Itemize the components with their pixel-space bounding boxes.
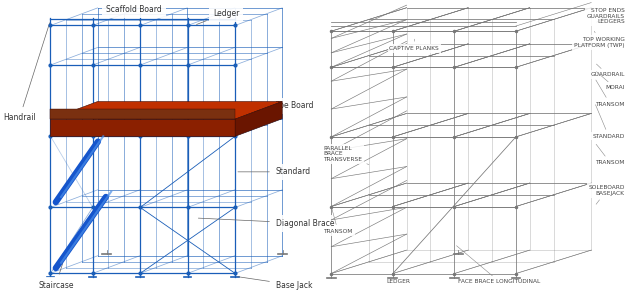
Text: SOLEBOARD
BASEJACK: SOLEBOARD BASEJACK [588, 185, 625, 204]
Text: FACE BRACE LONGITUDINAL: FACE BRACE LONGITUDINAL [457, 246, 541, 285]
Text: LEDGER: LEDGER [387, 274, 411, 285]
Polygon shape [235, 102, 282, 136]
Text: CAPTIVE PLANKS: CAPTIVE PLANKS [389, 39, 439, 51]
Text: Standard: Standard [238, 167, 311, 176]
Text: Scaffold Board: Scaffold Board [106, 5, 162, 21]
Polygon shape [50, 102, 282, 119]
Text: Staircase: Staircase [38, 263, 73, 289]
Polygon shape [50, 119, 235, 136]
Text: STOP ENDS
GUARDRAILS
LEDGERS: STOP ENDS GUARDRAILS LEDGERS [587, 8, 625, 24]
Text: TRANSOM: TRANSOM [595, 144, 625, 165]
Text: Toe Board: Toe Board [238, 101, 313, 113]
Text: Base Jack: Base Jack [238, 277, 313, 289]
Text: Diagonal Brace: Diagonal Brace [198, 218, 335, 228]
Text: TRANSOM: TRANSOM [323, 209, 353, 234]
Text: TOP WORKING
PLATFORM (TWP): TOP WORKING PLATFORM (TWP) [574, 31, 625, 48]
Text: TRANSOM: TRANSOM [595, 80, 625, 107]
Text: GUARDRAIL: GUARDRAIL [590, 64, 625, 77]
Text: Handrail: Handrail [3, 23, 50, 122]
Text: MORAI: MORAI [597, 72, 625, 91]
Text: Ledger: Ledger [197, 9, 239, 25]
Text: PARALLEL
BRACE
TRANSVERSE: PARALLEL BRACE TRANSVERSE [323, 146, 369, 165]
Polygon shape [50, 108, 235, 119]
Text: STANDARD: STANDARD [593, 105, 625, 139]
